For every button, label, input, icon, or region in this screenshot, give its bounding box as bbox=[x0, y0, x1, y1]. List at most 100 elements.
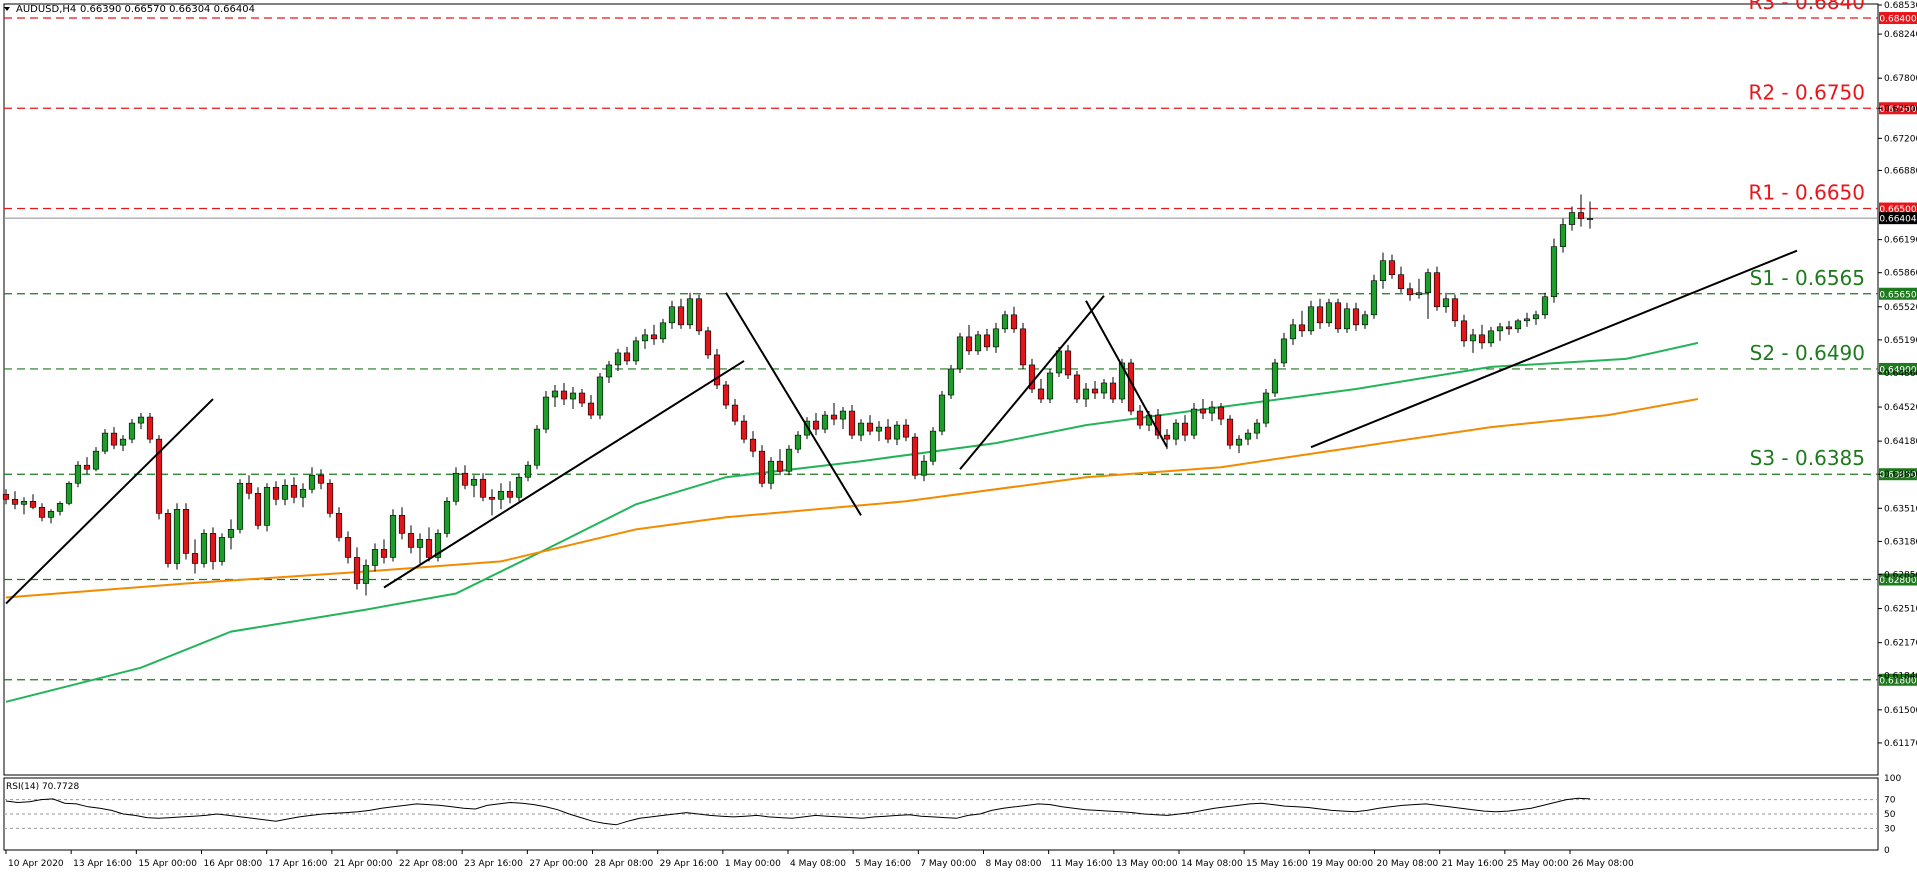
candle bbox=[731, 404, 739, 422]
x-tick-label: 15 May 16:00 bbox=[1246, 859, 1308, 869]
candle bbox=[1109, 382, 1117, 400]
candle bbox=[74, 464, 82, 484]
candle bbox=[1532, 314, 1540, 320]
candle bbox=[1001, 314, 1009, 330]
candle bbox=[713, 354, 721, 386]
candle bbox=[470, 478, 478, 486]
candle bbox=[947, 368, 955, 396]
main-frame bbox=[3, 3, 1879, 776]
candle bbox=[1280, 338, 1288, 364]
candle bbox=[20, 500, 28, 505]
candle bbox=[515, 476, 523, 498]
x-tick-label: 25 May 00:00 bbox=[1507, 859, 1569, 869]
candle bbox=[695, 298, 703, 332]
candles bbox=[2, 194, 1594, 596]
candle bbox=[38, 507, 46, 518]
current-price-label: 0.66404 bbox=[1879, 215, 1916, 225]
candle bbox=[1064, 350, 1072, 376]
candle bbox=[452, 472, 460, 502]
candle bbox=[812, 420, 820, 430]
candle bbox=[1505, 326, 1513, 330]
candle bbox=[1424, 272, 1432, 294]
trendline bbox=[1310, 249, 1798, 449]
x-tick-label: 22 Apr 08:00 bbox=[399, 859, 458, 869]
candle bbox=[119, 438, 127, 446]
candle bbox=[1361, 314, 1369, 326]
price-tag bbox=[1879, 673, 1917, 686]
candle bbox=[398, 515, 406, 534]
rsi-tick-label: 100 bbox=[1884, 774, 1901, 784]
candle bbox=[1496, 326, 1504, 332]
candle bbox=[857, 422, 865, 436]
candle bbox=[542, 396, 550, 430]
candle bbox=[668, 306, 676, 324]
candle bbox=[758, 450, 766, 484]
candle bbox=[1028, 364, 1036, 390]
candle bbox=[623, 352, 631, 362]
candle bbox=[578, 392, 586, 404]
candle bbox=[2, 493, 10, 500]
price-tag-label: 0.65650 bbox=[1879, 290, 1916, 300]
candle bbox=[236, 482, 244, 530]
collapse-triangle-icon[interactable] bbox=[4, 7, 10, 11]
candle bbox=[704, 330, 712, 356]
candle bbox=[632, 340, 640, 362]
candle bbox=[920, 460, 928, 476]
candle bbox=[1163, 434, 1171, 440]
candle bbox=[1478, 334, 1486, 344]
candle bbox=[848, 410, 856, 436]
candle bbox=[1388, 260, 1396, 276]
candle bbox=[1190, 408, 1198, 436]
candle bbox=[353, 557, 361, 584]
symbol-label: AUDUSD,H4 bbox=[16, 4, 76, 15]
candle bbox=[875, 426, 883, 432]
x-tick-label: 5 May 16:00 bbox=[855, 859, 911, 869]
candle bbox=[1073, 374, 1081, 400]
candle bbox=[434, 533, 442, 558]
candle bbox=[1010, 314, 1018, 330]
x-tick-label: 16 Apr 08:00 bbox=[204, 859, 263, 869]
price-tag bbox=[1879, 287, 1917, 300]
candle bbox=[1577, 212, 1585, 219]
candle bbox=[956, 336, 964, 370]
candle bbox=[1046, 372, 1054, 400]
candle bbox=[1244, 432, 1252, 440]
candle bbox=[308, 474, 316, 490]
candle bbox=[1289, 324, 1297, 340]
x-tick-label: 21 Apr 00:00 bbox=[334, 859, 393, 869]
level-label: S3 - 0.6385 bbox=[1750, 446, 1865, 470]
candle bbox=[146, 416, 154, 440]
candle bbox=[191, 553, 199, 564]
candle bbox=[47, 511, 55, 518]
candle bbox=[740, 420, 748, 440]
candle bbox=[524, 464, 532, 478]
y-tick-label: 0.63850 bbox=[1884, 470, 1917, 480]
candle bbox=[1370, 280, 1378, 316]
candle bbox=[1379, 260, 1387, 282]
level-labels: R3 - 0.6840 R2 - 0.6750 R1 - 0.6650 S1 - 0.… bbox=[1748, 0, 1865, 470]
candle bbox=[389, 515, 397, 558]
candle bbox=[65, 482, 73, 504]
candle bbox=[407, 533, 415, 548]
candle bbox=[686, 298, 694, 326]
candle bbox=[299, 488, 307, 498]
candle bbox=[155, 438, 163, 514]
candle bbox=[1262, 392, 1270, 424]
candle bbox=[497, 490, 505, 500]
candle bbox=[749, 438, 757, 452]
candle bbox=[11, 498, 19, 505]
candle bbox=[551, 390, 559, 398]
y-tick-label: 0.67500 bbox=[1884, 104, 1917, 114]
candle bbox=[785, 448, 793, 472]
level-label: R3 - 0.6840 bbox=[1748, 0, 1865, 14]
candle bbox=[992, 328, 1000, 348]
price-tag bbox=[1879, 12, 1917, 25]
candle bbox=[983, 334, 991, 348]
